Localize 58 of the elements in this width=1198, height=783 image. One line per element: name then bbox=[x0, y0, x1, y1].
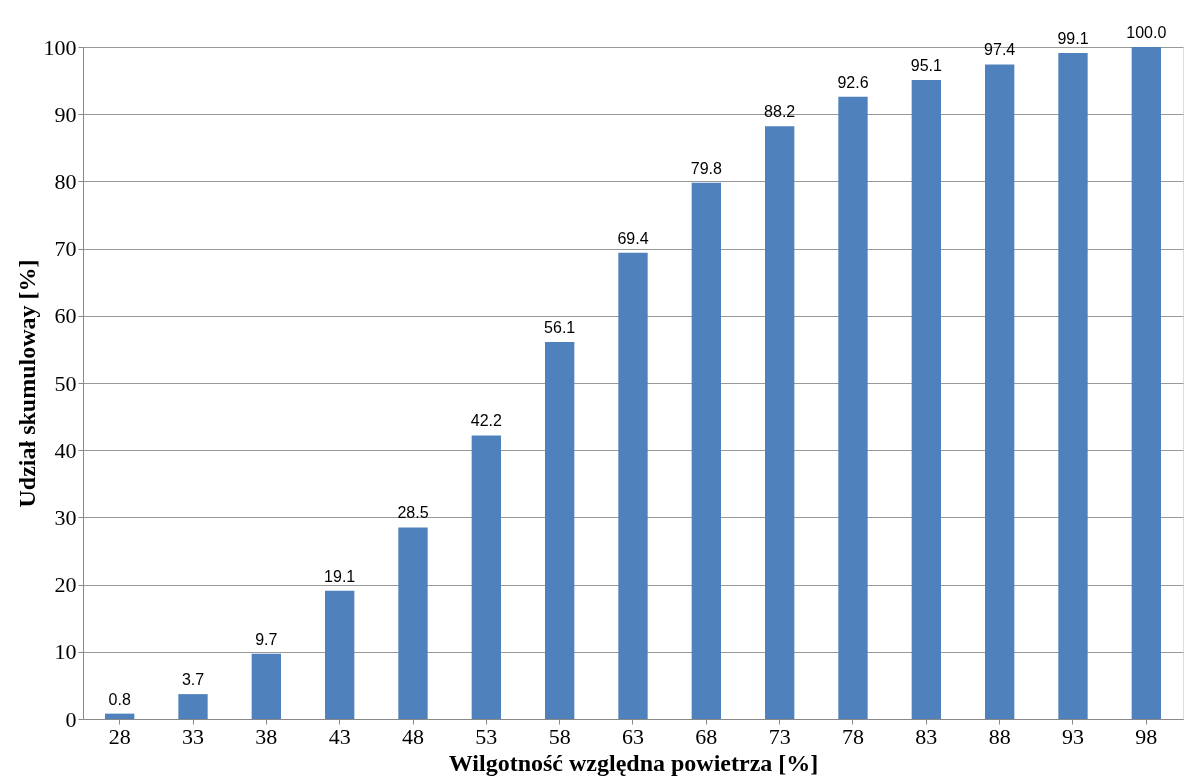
bar bbox=[765, 126, 795, 719]
data-label: 0.8 bbox=[108, 690, 131, 708]
data-label: 3.7 bbox=[181, 671, 205, 689]
bar bbox=[251, 653, 281, 719]
x-tick-label: 43 bbox=[328, 723, 351, 749]
y-tick-label: 20 bbox=[54, 572, 77, 598]
x-tick-label: 78 bbox=[842, 723, 864, 749]
data-label: 56.1 bbox=[544, 319, 576, 337]
bar bbox=[545, 342, 575, 719]
y-tick-label: 50 bbox=[54, 370, 77, 396]
y-tick-label: 10 bbox=[54, 639, 77, 665]
x-tick-label: 68 bbox=[695, 723, 718, 749]
bar bbox=[398, 527, 428, 719]
y-tick-label: 30 bbox=[54, 504, 77, 530]
x-tick-label: 88 bbox=[988, 723, 1011, 749]
bar bbox=[105, 713, 135, 719]
x-tick-label: 93 bbox=[1062, 723, 1084, 749]
bar bbox=[471, 435, 501, 719]
bar bbox=[985, 64, 1015, 719]
y-tick-label: 0 bbox=[65, 706, 77, 732]
bar bbox=[178, 694, 208, 719]
data-label: 19.1 bbox=[324, 567, 356, 585]
x-tick-label: 83 bbox=[915, 723, 938, 749]
bar bbox=[691, 182, 721, 719]
data-label: 28.5 bbox=[397, 504, 429, 522]
bar bbox=[1058, 53, 1088, 719]
x-tick-label: 58 bbox=[548, 723, 571, 749]
bar bbox=[1131, 47, 1161, 719]
x-tick-label: 73 bbox=[768, 723, 791, 749]
x-tick-label: 38 bbox=[255, 723, 278, 749]
x-tick-label: 48 bbox=[402, 723, 424, 749]
data-label: 100.0 bbox=[1126, 24, 1167, 41]
x-tick-label: 98 bbox=[1135, 723, 1158, 749]
data-label: 69.4 bbox=[617, 229, 649, 247]
y-tick-label: 70 bbox=[54, 236, 77, 262]
data-label: 99.1 bbox=[1057, 30, 1089, 48]
y-tick-label: 90 bbox=[54, 101, 77, 127]
data-label: 42.2 bbox=[470, 412, 503, 430]
y-tick-label: 80 bbox=[54, 168, 77, 194]
data-label: 97.4 bbox=[984, 41, 1016, 59]
data-label: 95.1 bbox=[910, 56, 943, 74]
x-tick-label: 28 bbox=[108, 723, 131, 749]
data-label: 88.2 bbox=[764, 103, 796, 121]
data-label: 79.8 bbox=[690, 159, 723, 177]
x-tick-label: 33 bbox=[182, 723, 204, 749]
bar bbox=[618, 252, 648, 719]
x-axis-title: Wilgotność względna powietrza [%] bbox=[448, 749, 819, 776]
x-tick-label: 63 bbox=[622, 723, 644, 749]
y-tick-label: 40 bbox=[54, 437, 77, 463]
y-axis-title: Udział skumuloway [%] bbox=[13, 259, 40, 508]
bar bbox=[325, 590, 355, 719]
bar bbox=[838, 96, 868, 719]
data-label: 9.7 bbox=[255, 630, 278, 648]
y-tick-label: 60 bbox=[54, 303, 77, 329]
data-label: 92.6 bbox=[837, 73, 869, 91]
x-tick-label: 53 bbox=[475, 723, 498, 749]
bar bbox=[911, 79, 941, 719]
y-tick-label: 100 bbox=[43, 34, 77, 60]
